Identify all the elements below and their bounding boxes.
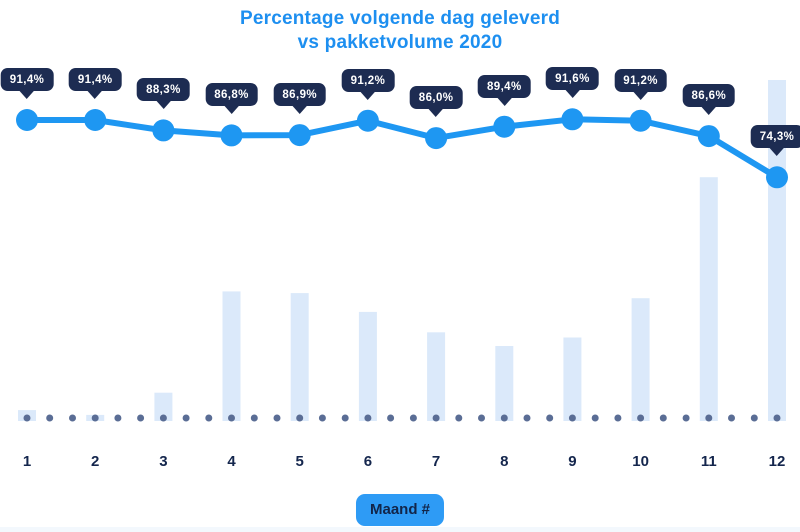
x-axis-title-label: Maand # bbox=[369, 501, 431, 518]
delivery-point bbox=[493, 115, 516, 138]
delivery-point bbox=[220, 124, 243, 147]
x-axis-title-badge: Maand # bbox=[355, 494, 445, 526]
baseline-dot bbox=[228, 414, 235, 422]
data-label-badge: 89,4% bbox=[477, 74, 531, 98]
baseline-dot bbox=[705, 414, 713, 422]
x-axis-label: 12 bbox=[768, 453, 786, 470]
data-label-badge: 91,6% bbox=[546, 67, 599, 91]
baseline-dot bbox=[273, 414, 281, 422]
volume-bar bbox=[699, 177, 718, 421]
delivery-point bbox=[288, 124, 311, 147]
delivery-point bbox=[425, 127, 448, 150]
x-axis-label: 8 bbox=[500, 453, 509, 470]
baseline-dot bbox=[455, 414, 463, 422]
volume-bar bbox=[358, 311, 377, 421]
baseline-dot bbox=[432, 414, 440, 422]
baseline-dot bbox=[364, 414, 372, 422]
data-label-badge: 91,2% bbox=[614, 68, 667, 92]
x-axis-label: 3 bbox=[159, 453, 168, 470]
delivery-point bbox=[766, 166, 788, 189]
chart-title-line2: vs pakketvolume 2020 bbox=[297, 32, 503, 53]
x-axis-label: 6 bbox=[363, 453, 373, 470]
baseline-dot bbox=[773, 414, 781, 422]
volume-bar bbox=[290, 293, 309, 421]
baseline-dot bbox=[637, 414, 645, 422]
baseline-dot bbox=[591, 414, 599, 422]
volume-bar bbox=[495, 346, 514, 421]
baseline-dot bbox=[69, 414, 76, 422]
volume-bar bbox=[222, 291, 241, 421]
data-label-badge: 91,4% bbox=[0, 68, 54, 91]
delivery-point bbox=[356, 109, 379, 132]
data-label-badge: 74,3% bbox=[750, 125, 800, 149]
baseline-dot bbox=[500, 414, 508, 422]
baseline-dot bbox=[91, 414, 99, 422]
x-axis-label: 4 bbox=[227, 453, 236, 470]
x-axis-label: 1 bbox=[22, 453, 32, 470]
data-label-badge: 86,6% bbox=[682, 84, 736, 108]
baseline-dot bbox=[182, 414, 190, 422]
x-axis-label: 7 bbox=[431, 453, 441, 470]
baseline-dot bbox=[546, 414, 554, 422]
data-label-badge: 86,8% bbox=[205, 83, 258, 107]
data-label-badge: 88,3% bbox=[137, 78, 190, 102]
baseline-dot bbox=[682, 414, 690, 422]
baseline-dot bbox=[523, 414, 531, 422]
delivery-point bbox=[561, 108, 584, 131]
baseline-dot bbox=[478, 414, 485, 422]
baseline-dot bbox=[23, 414, 31, 422]
baseline-dot bbox=[296, 414, 304, 422]
delivery-line bbox=[24, 116, 780, 181]
volume-bar bbox=[154, 392, 173, 421]
baseline-dot bbox=[137, 414, 145, 422]
delivery-point bbox=[152, 119, 175, 142]
volume-bar bbox=[563, 337, 582, 421]
baseline-dot bbox=[568, 414, 576, 422]
data-label-badge: 91,4% bbox=[68, 68, 122, 91]
data-label-badge: 86,0% bbox=[409, 86, 463, 110]
baseline-dot bbox=[159, 414, 167, 422]
baseline-dot bbox=[341, 414, 349, 422]
baseline-dot bbox=[250, 414, 258, 422]
baseline-dot bbox=[46, 414, 54, 422]
x-axis-label: 5 bbox=[295, 453, 304, 470]
delivery-point bbox=[16, 109, 38, 131]
baseline-dot bbox=[387, 414, 395, 422]
x-axis-label: 10 bbox=[632, 453, 649, 470]
volume-bar bbox=[427, 332, 446, 421]
chart-title: Percentage volgende dag geleverd vs pakk… bbox=[0, 7, 800, 55]
baseline-dot bbox=[205, 414, 213, 422]
data-label-badge: 91,2% bbox=[341, 68, 395, 92]
baseline-dot bbox=[318, 414, 326, 422]
baseline-dot bbox=[728, 414, 735, 422]
delivery-point bbox=[629, 109, 652, 132]
delivery-point bbox=[697, 125, 720, 148]
x-axis-label: 11 bbox=[700, 453, 717, 470]
baseline-dot bbox=[750, 414, 758, 422]
x-axis-label: 9 bbox=[568, 453, 577, 470]
bottom-strip bbox=[0, 527, 800, 532]
data-label-badge: 86,9% bbox=[273, 83, 326, 107]
volume-bar bbox=[768, 80, 786, 421]
baseline-dot bbox=[114, 414, 122, 422]
x-axis-label: 2 bbox=[91, 453, 100, 470]
baseline-dot bbox=[614, 414, 622, 422]
baseline-dot bbox=[659, 414, 667, 422]
delivery-point bbox=[84, 109, 107, 131]
volume-bar bbox=[631, 298, 650, 421]
baseline-dot bbox=[409, 414, 417, 422]
chart-title-line1: Percentage volgende dag geleverd bbox=[239, 8, 560, 29]
